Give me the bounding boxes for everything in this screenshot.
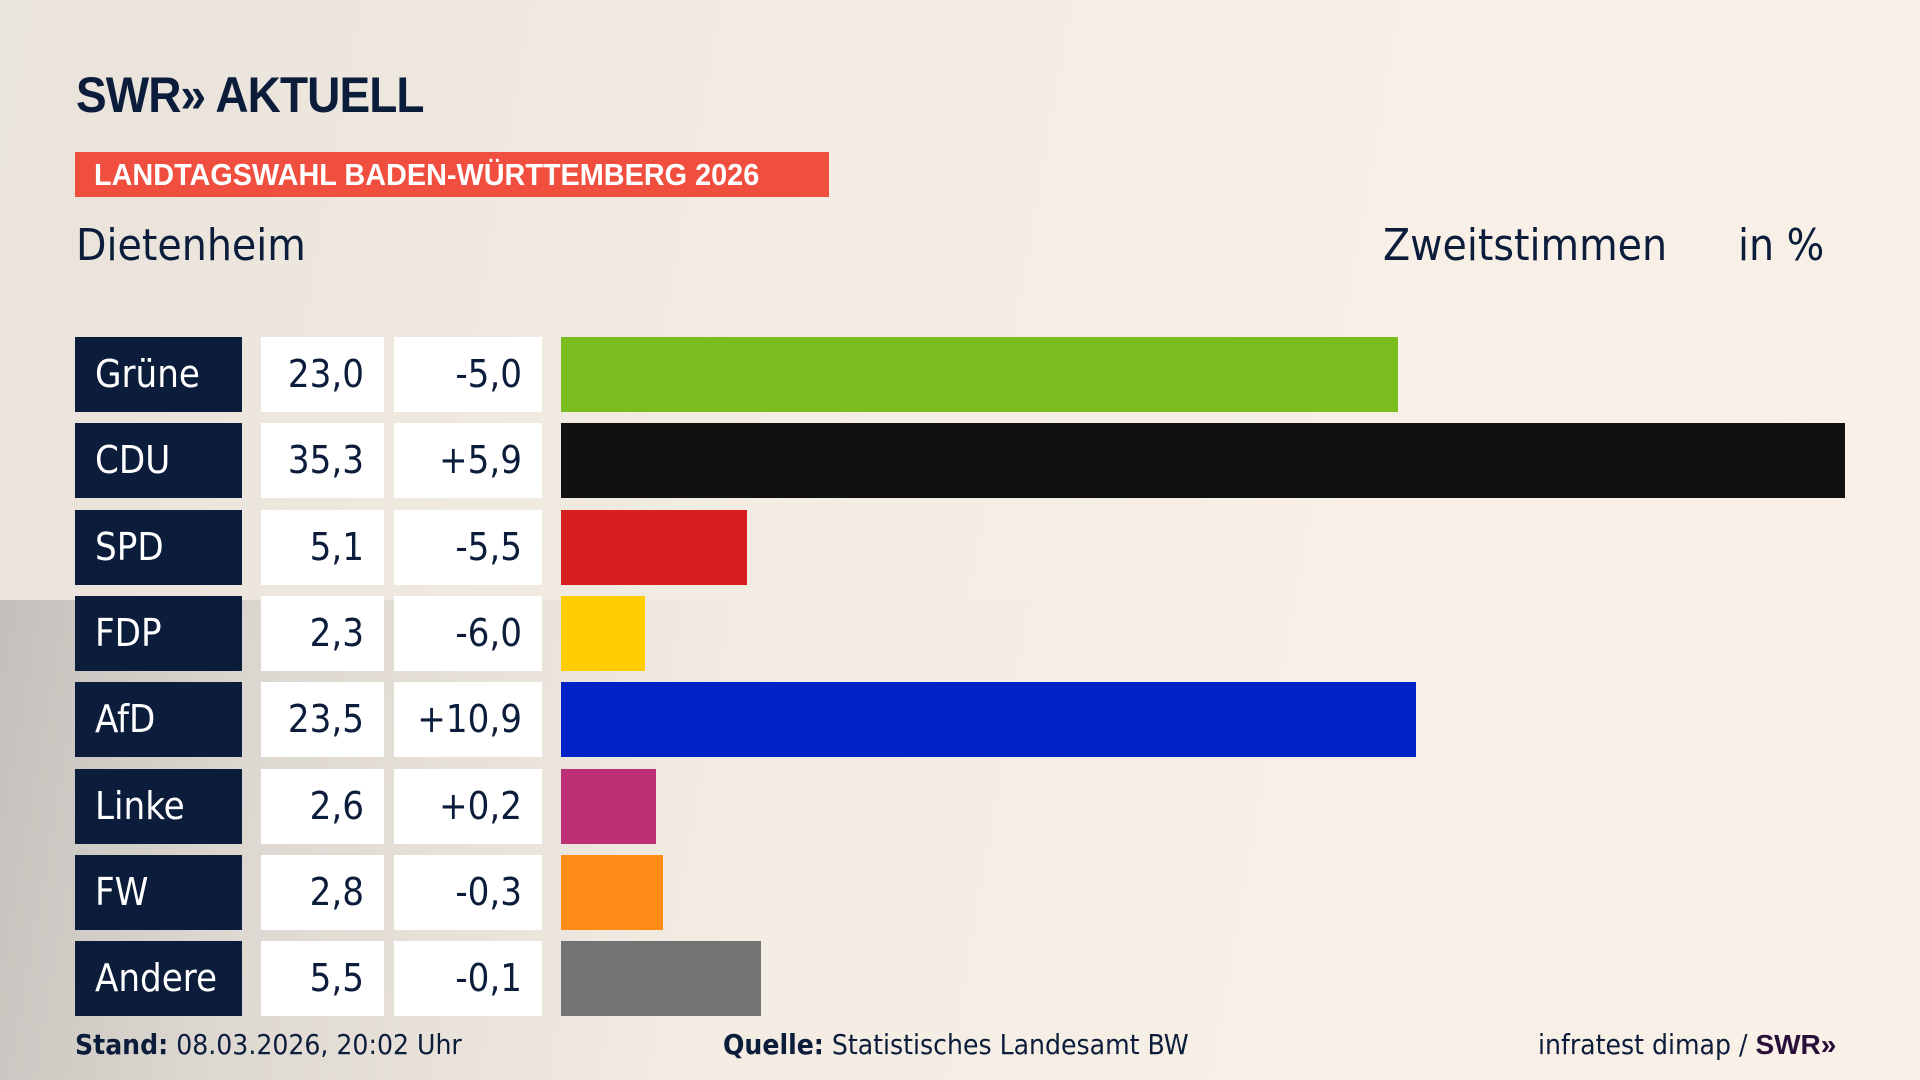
source-label: Quelle: <box>723 1028 824 1061</box>
diff-label: -5,5 <box>394 509 542 585</box>
party-label: AfD <box>75 682 242 758</box>
diff-label: +5,9 <box>394 423 542 499</box>
diff-label: +10,9 <box>394 682 542 758</box>
party-label: Andere <box>75 941 242 1017</box>
value-label: 23,0 <box>261 337 384 412</box>
party-label: CDU <box>75 423 242 499</box>
unit-label: in % <box>1738 220 1825 271</box>
stand-label: Stand: <box>75 1028 169 1061</box>
value-label: 23,5 <box>261 682 384 758</box>
bar-fw <box>561 854 663 930</box>
party-label: FW <box>75 854 242 930</box>
value-label: 5,1 <box>261 509 384 585</box>
party-label: Linke <box>75 768 242 844</box>
bar-grüne <box>561 337 1398 412</box>
party-label: Grüne <box>75 337 242 412</box>
diff-label: -0,1 <box>394 941 542 1017</box>
bar-spd <box>561 509 747 585</box>
measure-label: Zweitstimmen <box>1383 220 1668 271</box>
bar-cdu <box>561 423 1845 499</box>
footer-source: Quelle: Statistisches Landesamt BW <box>723 1028 1189 1061</box>
banner-text: LANDTAGSWAHL BADEN-WÜRTTEMBERG 2026 <box>94 157 760 192</box>
credit-text: infratest dimap / <box>1538 1028 1756 1061</box>
bar-andere <box>561 941 762 1017</box>
swr-small-logo: SWR» <box>1755 1029 1837 1060</box>
diff-label: -6,0 <box>394 595 542 671</box>
election-banner: LANDTAGSWAHL BADEN-WÜRTTEMBERG 2026 <box>75 152 829 197</box>
diff-label: -5,0 <box>394 337 542 412</box>
swr-aktuell-logo: SWR» AKTUELL <box>76 67 424 123</box>
bar-afd <box>561 682 1416 758</box>
value-label: 2,6 <box>261 768 384 844</box>
value-label: 2,3 <box>261 595 384 671</box>
footer-credit: infratest dimap / SWR» <box>1538 1028 1836 1061</box>
value-label: 5,5 <box>261 941 384 1017</box>
diff-label: -0,3 <box>394 854 542 930</box>
place-title: Dietenheim <box>76 220 306 271</box>
value-label: 2,8 <box>261 854 384 930</box>
party-label: FDP <box>75 595 242 671</box>
party-label: SPD <box>75 509 242 585</box>
bar-fdp <box>561 595 645 671</box>
value-label: 35,3 <box>261 423 384 499</box>
footer-stand: Stand: 08.03.2026, 20:02 Uhr <box>75 1028 462 1061</box>
background <box>0 0 1920 600</box>
bar-linke <box>561 768 656 844</box>
stand-value: 08.03.2026, 20:02 Uhr <box>168 1028 462 1061</box>
source-value: Statistisches Landesamt BW <box>823 1028 1189 1061</box>
diff-label: +0,2 <box>394 768 542 844</box>
